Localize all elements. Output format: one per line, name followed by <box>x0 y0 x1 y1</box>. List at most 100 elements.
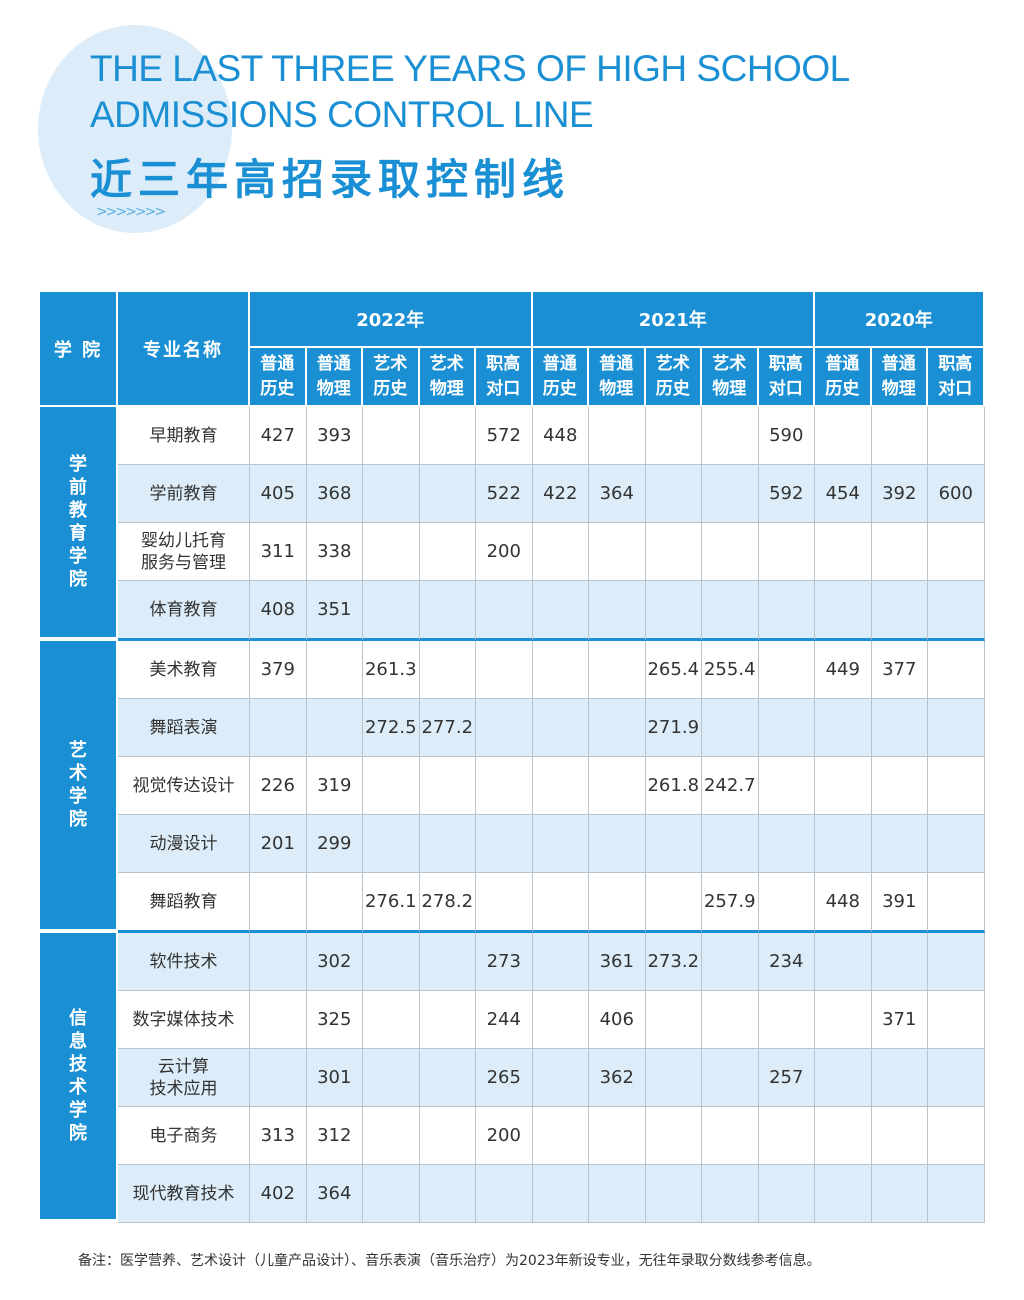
score-cell <box>815 581 872 641</box>
score-cell <box>815 523 872 581</box>
score-cell: 244 <box>476 991 533 1049</box>
score-cell <box>645 1049 702 1107</box>
score-cell: 362 <box>589 1049 646 1107</box>
score-cell <box>419 465 476 523</box>
score-cell <box>928 757 985 815</box>
table-row: 数字媒体技术 325 244 406 371 <box>40 991 985 1049</box>
score-cell <box>476 641 533 699</box>
header-college: 学 院 <box>40 292 118 407</box>
subcolumn-line2: 历史 <box>260 378 295 399</box>
score-cell <box>306 873 363 933</box>
major-cell: 电子商务 <box>118 1107 250 1165</box>
header-subcolumn: 职高 对口 <box>476 348 533 407</box>
subcolumn-line2: 对口 <box>768 378 803 399</box>
score-cell <box>928 407 985 465</box>
score-cell <box>532 991 589 1049</box>
major-cell: 现代教育技术 <box>118 1165 250 1223</box>
score-cell: 393 <box>306 407 363 465</box>
score-cell: 572 <box>476 407 533 465</box>
score-cell <box>476 815 533 873</box>
score-cell: 454 <box>815 465 872 523</box>
score-cell <box>532 933 589 991</box>
score-cell <box>702 699 759 757</box>
score-cell <box>250 991 307 1049</box>
admissions-table: 学 院专业名称 2022年 2021年 2020年 普通 历史 普通 物理 艺术 历史 艺术 物理 职高… <box>40 292 985 1223</box>
score-cell <box>419 815 476 873</box>
score-cell: 449 <box>815 641 872 699</box>
subcolumn-line1: 普通 <box>825 353 860 374</box>
score-cell: 261.8 <box>645 757 702 815</box>
score-cell: 405 <box>250 465 307 523</box>
table-row: 云计算 技术应用 301 265 362 257 <box>40 1049 985 1107</box>
score-cell: 368 <box>306 465 363 523</box>
score-cell <box>871 933 928 991</box>
score-cell <box>871 1049 928 1107</box>
score-cell <box>645 1107 702 1165</box>
score-cell <box>758 873 815 933</box>
score-cell <box>306 641 363 699</box>
score-cell <box>702 1165 759 1223</box>
score-cell <box>532 523 589 581</box>
score-cell <box>419 1107 476 1165</box>
table-row: 动漫设计 201 299 <box>40 815 985 873</box>
score-cell: 364 <box>306 1165 363 1223</box>
score-cell: 408 <box>250 581 307 641</box>
score-cell <box>419 991 476 1049</box>
subcolumn-line2: 对口 <box>938 378 973 399</box>
score-cell <box>871 1165 928 1223</box>
score-cell <box>250 933 307 991</box>
score-cell: 273.2 <box>645 933 702 991</box>
table-row: 舞蹈表演 272.5 277.2 271.9 <box>40 699 985 757</box>
score-cell: 325 <box>306 991 363 1049</box>
subcolumn-line1: 普通 <box>542 353 577 374</box>
score-cell <box>928 815 985 873</box>
score-cell <box>758 641 815 699</box>
score-cell <box>589 1165 646 1223</box>
score-cell <box>871 523 928 581</box>
score-cell: 257 <box>758 1049 815 1107</box>
score-cell: 277.2 <box>419 699 476 757</box>
table-row: 艺术学院 美术教育 379 261.3 265.4 255.4 449 377 <box>40 641 985 933</box>
score-cell <box>476 581 533 641</box>
header-subcolumn: 职高 对口 <box>758 348 815 407</box>
score-cell <box>815 991 872 1049</box>
score-cell <box>758 1107 815 1165</box>
header-subcolumn: 艺术 物理 <box>419 348 476 407</box>
score-cell <box>589 757 646 815</box>
title-english-line1: THE LAST THREE YEARS OF HIGH SCHOOL <box>90 48 850 89</box>
score-cell <box>532 581 589 641</box>
score-cell: 234 <box>758 933 815 991</box>
score-cell: 422 <box>532 465 589 523</box>
score-cell <box>476 1165 533 1223</box>
header-year: 2022年 <box>250 292 533 348</box>
score-cell <box>532 699 589 757</box>
score-cell <box>928 523 985 581</box>
footnote: 备注：医学营养、艺术设计（儿童产品设计）、音乐表演（音乐治疗）为2023年新设专… <box>78 1253 821 1269</box>
table-row: 电子商务 313 312 200 <box>40 1107 985 1165</box>
score-cell: 302 <box>306 933 363 991</box>
score-cell <box>589 815 646 873</box>
score-cell <box>250 873 307 933</box>
score-cell <box>871 815 928 873</box>
subcolumn-line1: 普通 <box>599 353 634 374</box>
score-cell <box>419 757 476 815</box>
score-cell <box>363 523 420 581</box>
score-cell <box>702 1049 759 1107</box>
header-subcolumn: 普通 物理 <box>589 348 646 407</box>
score-cell <box>928 581 985 641</box>
score-cell <box>928 873 985 933</box>
score-cell <box>702 991 759 1049</box>
score-cell <box>871 581 928 641</box>
score-cell: 265 <box>476 1049 533 1107</box>
score-cell <box>532 815 589 873</box>
score-cell <box>532 1107 589 1165</box>
score-cell <box>758 1165 815 1223</box>
subcolumn-line1: 普通 <box>881 353 916 374</box>
subcolumn-line2: 物理 <box>429 378 464 399</box>
score-cell <box>928 699 985 757</box>
score-cell: 201 <box>250 815 307 873</box>
header-year: 2020年 <box>815 292 985 348</box>
subcolumn-line1: 普通 <box>316 353 351 374</box>
table-row: 学前教育学院 早期教育 427 393 572 448 590 <box>40 407 985 641</box>
header-subcolumn: 艺术 物理 <box>702 348 759 407</box>
